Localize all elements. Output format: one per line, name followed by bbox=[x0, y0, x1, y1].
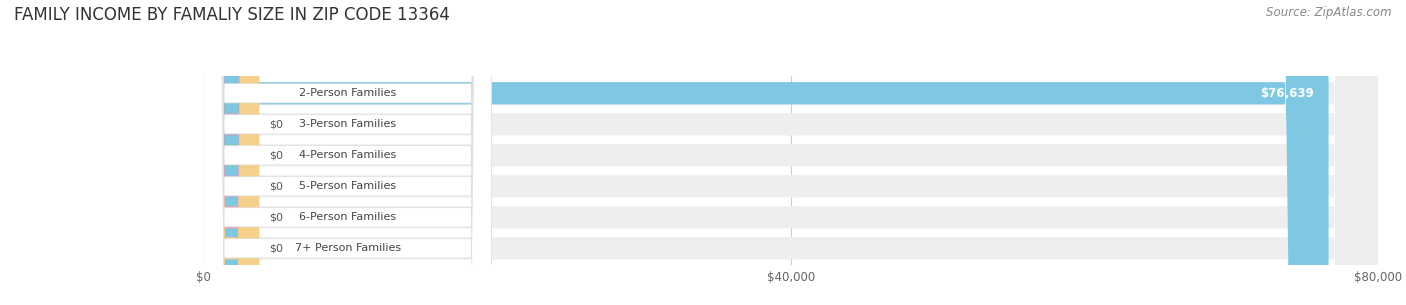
FancyBboxPatch shape bbox=[204, 0, 1378, 305]
Text: $0: $0 bbox=[270, 119, 284, 129]
FancyBboxPatch shape bbox=[204, 0, 1378, 305]
FancyBboxPatch shape bbox=[204, 0, 259, 305]
Text: 6-Person Families: 6-Person Families bbox=[299, 212, 396, 222]
Text: Source: ZipAtlas.com: Source: ZipAtlas.com bbox=[1267, 6, 1392, 19]
FancyBboxPatch shape bbox=[204, 0, 492, 305]
Text: 4-Person Families: 4-Person Families bbox=[299, 150, 396, 160]
Text: 3-Person Families: 3-Person Families bbox=[299, 119, 396, 129]
FancyBboxPatch shape bbox=[204, 0, 1378, 305]
FancyBboxPatch shape bbox=[204, 0, 492, 305]
FancyBboxPatch shape bbox=[204, 0, 259, 305]
FancyBboxPatch shape bbox=[204, 0, 1378, 305]
FancyBboxPatch shape bbox=[204, 0, 259, 305]
Text: $0: $0 bbox=[270, 212, 284, 222]
FancyBboxPatch shape bbox=[204, 0, 259, 305]
FancyBboxPatch shape bbox=[204, 0, 1378, 305]
Text: 7+ Person Families: 7+ Person Families bbox=[295, 243, 401, 253]
FancyBboxPatch shape bbox=[204, 0, 492, 305]
Text: $0: $0 bbox=[270, 181, 284, 191]
FancyBboxPatch shape bbox=[204, 0, 492, 305]
FancyBboxPatch shape bbox=[204, 0, 1329, 305]
Text: $0: $0 bbox=[270, 150, 284, 160]
FancyBboxPatch shape bbox=[204, 0, 492, 305]
FancyBboxPatch shape bbox=[204, 0, 492, 305]
Text: 2-Person Families: 2-Person Families bbox=[299, 88, 396, 98]
Text: $0: $0 bbox=[270, 243, 284, 253]
Text: FAMILY INCOME BY FAMALIY SIZE IN ZIP CODE 13364: FAMILY INCOME BY FAMALIY SIZE IN ZIP COD… bbox=[14, 6, 450, 24]
Text: 5-Person Families: 5-Person Families bbox=[299, 181, 396, 191]
FancyBboxPatch shape bbox=[204, 0, 259, 305]
Text: $76,639: $76,639 bbox=[1260, 87, 1313, 100]
FancyBboxPatch shape bbox=[204, 0, 1378, 305]
